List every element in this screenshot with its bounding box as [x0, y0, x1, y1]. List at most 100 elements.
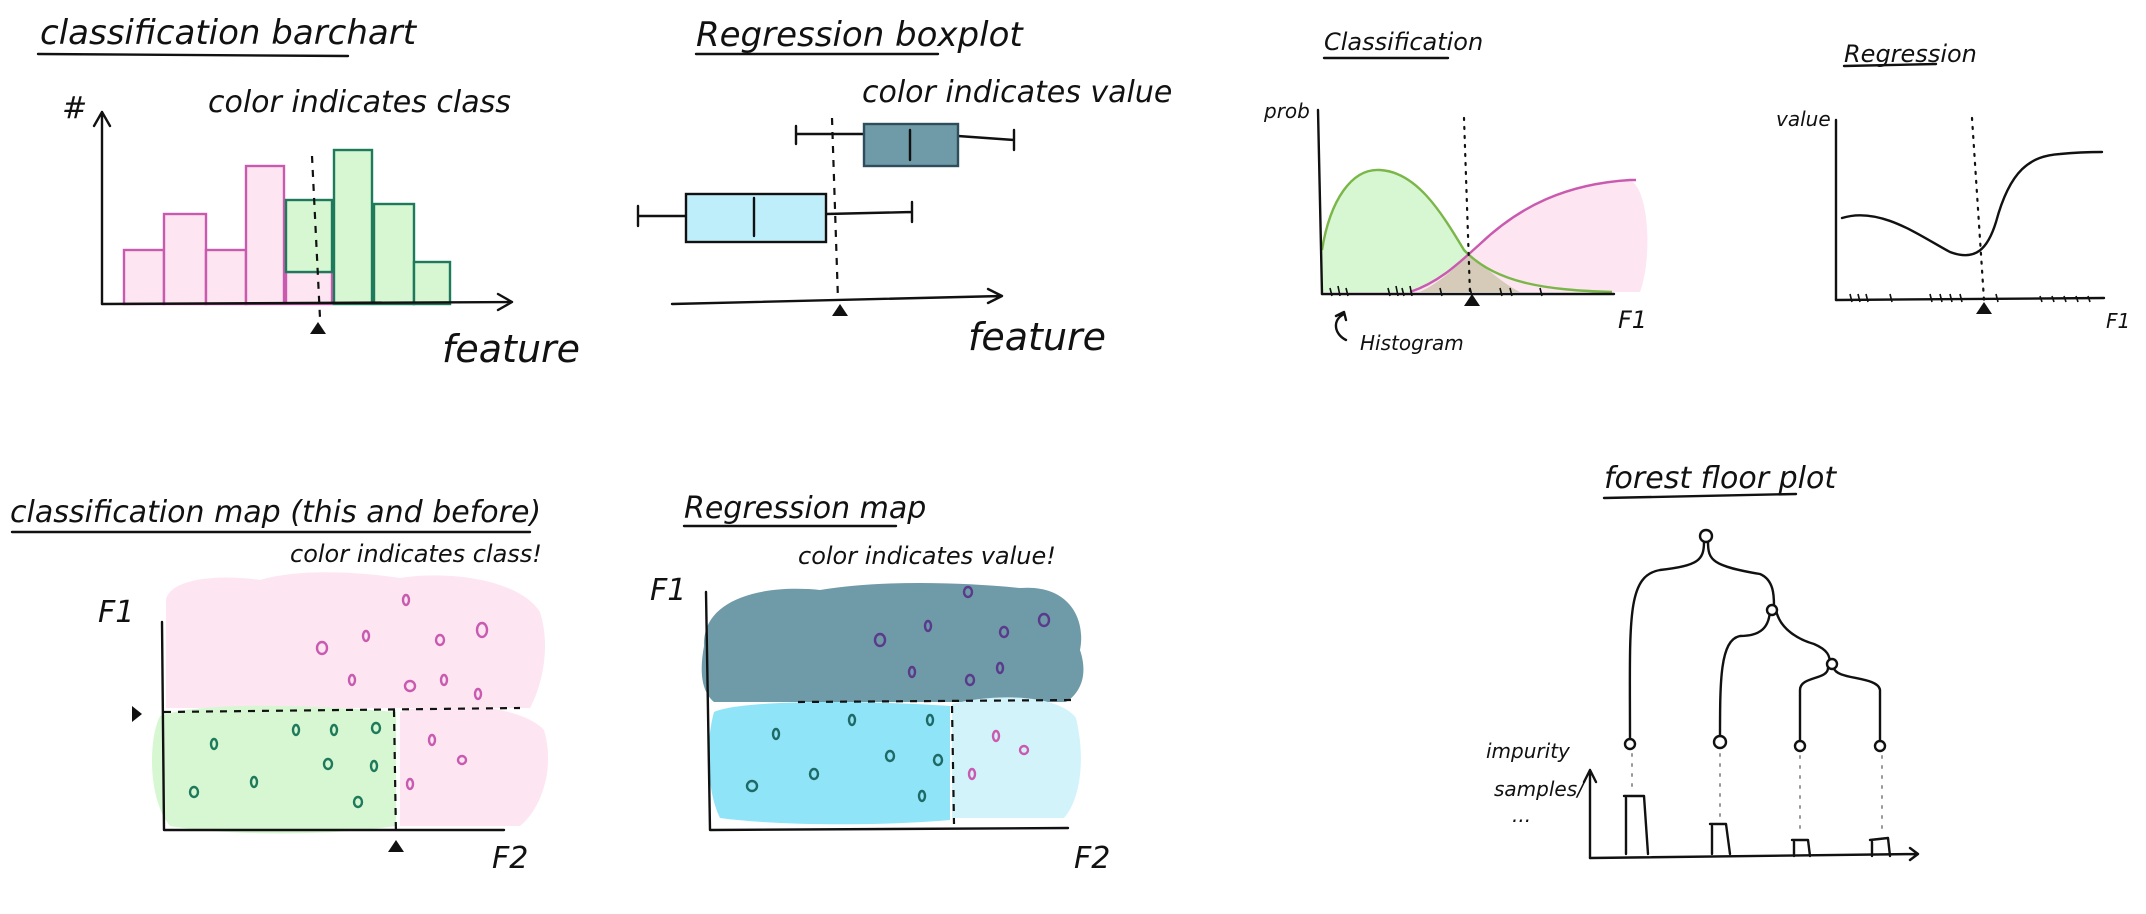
bar-green	[372, 202, 416, 306]
classification-density-panel: Classification prob F1 Histogram	[1263, 28, 1648, 355]
split-line-f1	[163, 706, 521, 714]
root-node	[1698, 528, 1714, 544]
class-b-points	[315, 593, 489, 791]
leaf-bar	[1790, 838, 1812, 858]
bar-pink	[284, 270, 334, 306]
axes	[160, 620, 506, 832]
x-axis-label: feature	[442, 327, 580, 371]
bar-green	[284, 198, 334, 274]
region-mid-value	[708, 702, 950, 825]
whisker	[956, 128, 1016, 152]
tree-branch	[1706, 540, 1776, 608]
y-axis-label: #	[62, 91, 87, 126]
tree-branch	[1628, 540, 1706, 744]
y-axis-label-line2: samples/	[1494, 777, 1586, 801]
panel-title: classification map (this and before)	[10, 495, 541, 530]
x-axis-label: F1	[2106, 309, 2130, 333]
axes	[704, 590, 1070, 832]
panel-title: forest floor plot	[1604, 461, 1837, 496]
low-value-points	[967, 729, 1030, 781]
split-line	[1462, 116, 1472, 296]
split-marker-f2	[388, 840, 404, 852]
split-node	[1825, 657, 1839, 671]
split-line	[830, 117, 840, 301]
y-axis-label-line1: impurity	[1486, 739, 1571, 763]
bar-pink	[204, 248, 248, 306]
bar-pink	[162, 212, 208, 306]
bar-green	[332, 148, 374, 306]
x-axis	[1588, 846, 1920, 862]
leaf-node	[1623, 737, 1637, 751]
x-axis	[1834, 296, 2106, 302]
tree-branch	[1774, 608, 1832, 666]
bar-pink	[244, 164, 286, 306]
region-class-a	[151, 705, 396, 834]
y-axis	[1316, 108, 1324, 296]
y-axis-label: value	[1776, 107, 1831, 131]
color-note: color indicates value	[862, 75, 1172, 110]
regression-map-panel: Regression map color indicates value! F1…	[650, 491, 1110, 876]
split-marker-f1	[132, 706, 142, 722]
x-axis-label: F2	[492, 841, 528, 876]
y-axis-label: F1	[98, 595, 134, 630]
panel-title: Regression map	[684, 491, 926, 526]
tree-branch	[1832, 666, 1882, 746]
panel-title: Classification	[1324, 28, 1483, 56]
region-high-value	[701, 583, 1084, 702]
class-a-points	[188, 721, 382, 809]
tree-branch	[1718, 606, 1772, 742]
split-line	[1970, 116, 1986, 302]
region-class-b-corner	[400, 705, 549, 826]
tree-branch	[1798, 666, 1830, 746]
regression-boxplot-panel: Regression boxplot color indicates value…	[636, 15, 1172, 359]
y-axis-label: prob	[1263, 99, 1310, 123]
leaf-node	[1793, 739, 1807, 753]
color-note: color indicates class	[208, 85, 511, 120]
split-marker	[1464, 294, 1480, 306]
class-a-area	[1322, 169, 1612, 292]
bar-green	[412, 260, 452, 306]
title-underline	[1602, 492, 1798, 500]
title-underline	[36, 52, 350, 58]
leaf-bar	[1708, 822, 1732, 856]
forest-floor-panel: forest floor plot impurity samples/ ...	[1486, 461, 1920, 862]
split-marker	[1976, 302, 1992, 314]
color-note: color indicates class!	[290, 540, 542, 568]
panel-title: Regression boxplot	[696, 15, 1024, 55]
panel-title: classification barchart	[40, 13, 418, 53]
box-low-value	[684, 192, 828, 244]
class-a-curve	[1320, 168, 1613, 294]
split-line-f2	[950, 705, 956, 825]
leaf-bar	[1622, 794, 1650, 856]
region-class-b-top	[166, 572, 546, 708]
regression-curve-panel: Regression value F1	[1776, 40, 2130, 333]
leaf-drop-lines	[1631, 753, 1883, 837]
y-axis	[1582, 768, 1598, 860]
split-marker	[310, 322, 326, 334]
split-line-f1	[797, 698, 1077, 704]
bar-pink	[122, 248, 166, 306]
rug-ticks	[1849, 293, 2091, 303]
value-curve	[1840, 150, 2104, 257]
split-marker	[832, 304, 848, 316]
title-underline	[1842, 62, 1938, 68]
region-low-value	[952, 697, 1081, 818]
leaf-node	[1873, 739, 1887, 753]
mid-value-points	[745, 713, 944, 803]
annotation-arrow	[1334, 310, 1348, 342]
x-axis-label: F2	[1074, 841, 1110, 876]
whisker	[794, 124, 866, 146]
high-value-points	[873, 585, 1051, 687]
color-note: color indicates value!	[798, 542, 1056, 570]
classification-barchart-panel: classification barchart # color indicate…	[36, 13, 580, 371]
panel-title: Regression	[1844, 40, 1977, 68]
histogram-annotation: Histogram	[1360, 331, 1464, 355]
x-axis	[100, 292, 514, 312]
leaf-node	[1712, 734, 1728, 750]
classification-map-panel: classification map (this and before) col…	[10, 495, 549, 876]
y-axis-label-line3: ...	[1512, 803, 1531, 827]
y-axis-label: F1	[650, 573, 686, 608]
split-node	[1765, 603, 1779, 617]
class-b-curve	[1409, 178, 1636, 294]
